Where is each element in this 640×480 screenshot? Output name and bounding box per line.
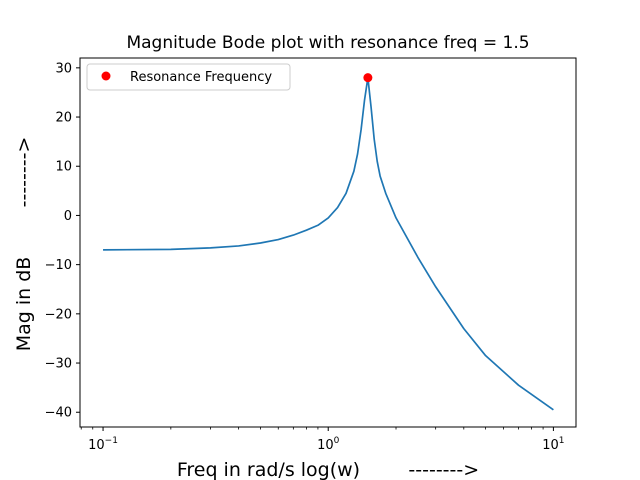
- y-tick-label: −20: [45, 307, 72, 322]
- x-tick-label: 10−1: [88, 436, 118, 453]
- y-tick-label: 0: [64, 209, 72, 224]
- series-layer: [103, 76, 554, 411]
- y-tick-label: −40: [45, 406, 72, 421]
- y-tick-label: 20: [55, 111, 72, 126]
- x-tick-label: 100: [317, 436, 340, 453]
- resonance-point: [363, 73, 373, 83]
- legend-box: [86, 63, 291, 91]
- x-axis-label: Freq in rad/s log(w) -------->: [177, 459, 479, 480]
- plot-area: [79, 57, 577, 428]
- marker-layer: [363, 73, 373, 83]
- legend-label: Resonance Frequency: [130, 70, 272, 85]
- y-tick-label: −10: [45, 258, 72, 273]
- y-tick-label: 10: [55, 160, 72, 175]
- series-line: [103, 76, 554, 411]
- y-axis: 30 20 10 0 −10 −20 −30 −40: [45, 61, 80, 421]
- x-tick-label: 101: [542, 436, 564, 453]
- plot-frame: [79, 57, 577, 428]
- chart-title: Magnitude Bode plot with resonance freq …: [126, 33, 529, 53]
- y-axis-label-group: Mag in dB -------->: [13, 137, 35, 352]
- y-axis-label: Mag in dB: [13, 257, 35, 352]
- y-tick-label: −30: [45, 357, 72, 372]
- y-axis-arrow: -------->: [13, 137, 35, 208]
- y-tick-label: 30: [55, 61, 72, 76]
- legend: Resonance Frequency: [86, 63, 291, 91]
- legend-marker: [101, 71, 111, 81]
- x-axis: 10−1 100 101: [80, 427, 565, 453]
